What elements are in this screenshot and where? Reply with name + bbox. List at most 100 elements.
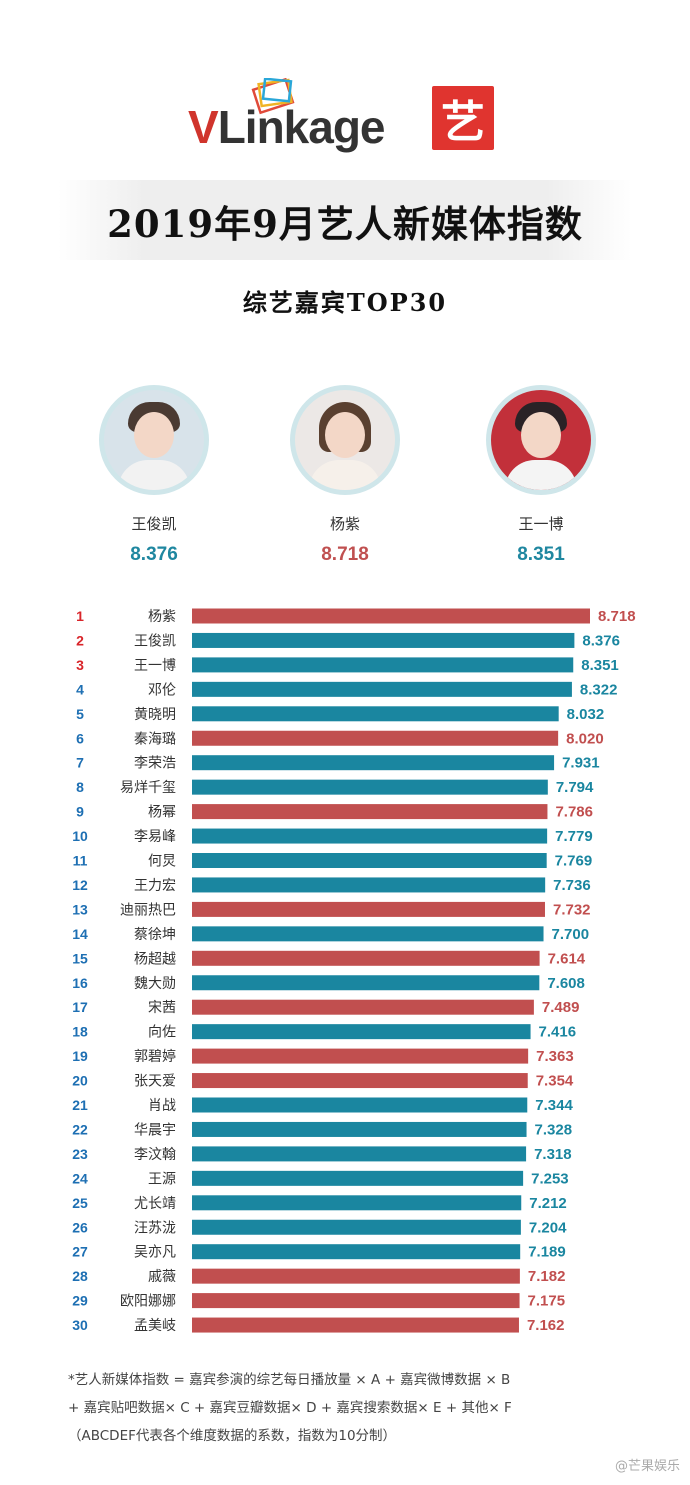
value-label: 8.020 [566, 730, 604, 747]
category-label: 张天爱 [134, 1074, 176, 1090]
value-label: 7.189 [528, 1244, 566, 1261]
podium-score: 8.718 [321, 544, 369, 565]
yi-logo-icon: 艺 [432, 86, 494, 150]
bar [192, 853, 547, 868]
rank-label: 7 [76, 755, 84, 771]
category-label: 黄晓明 [134, 706, 176, 723]
bar [192, 999, 534, 1015]
rank-label: 8 [76, 779, 84, 795]
rank-label: 18 [72, 1024, 88, 1040]
footnote-line: （ABCDEF代表各个维度数据的系数，指数为10分制） [68, 1428, 397, 1444]
value-label: 7.489 [542, 999, 580, 1016]
title-band [58, 180, 632, 260]
bar [192, 1317, 519, 1333]
podium-score: 8.351 [517, 544, 565, 565]
rank-label: 5 [76, 706, 84, 722]
footnote-line: + 嘉宾贴吧数据× C + 嘉宾豆瓣数据× D + 嘉宾搜索数据× E + 其他… [68, 1400, 512, 1416]
rank-label: 28 [72, 1268, 88, 1284]
rank-label: 24 [72, 1170, 88, 1186]
rank-label: 4 [76, 681, 84, 697]
footnote: *艺人新媒体指数 = 嘉宾参演的综艺每日播放量 × A + 嘉宾微博数据 × B… [68, 1366, 628, 1450]
category-label: 迪丽热巴 [120, 902, 176, 918]
footnote-line: *艺人新媒体指数 = 嘉宾参演的综艺每日播放量 × A + 嘉宾微博数据 × B [68, 1372, 511, 1388]
category-label: 尤长靖 [134, 1196, 176, 1212]
value-label: 7.363 [536, 1048, 574, 1065]
bar [192, 1097, 528, 1113]
category-label: 汪苏泷 [134, 1220, 176, 1236]
category-label: 王力宏 [134, 878, 176, 894]
bar [192, 1048, 529, 1064]
value-label: 7.786 [555, 804, 593, 821]
bar [192, 1293, 520, 1309]
value-label: 7.416 [539, 1024, 577, 1041]
brand-logo-row: VLinkage 艺 [0, 78, 690, 168]
value-label: 8.718 [598, 608, 636, 625]
vlinkage-wordmark: VLinkage [188, 101, 386, 153]
rank-label: 6 [76, 730, 84, 746]
bar [192, 901, 545, 917]
podium-score: 8.376 [130, 544, 178, 565]
rank-label: 3 [76, 657, 84, 673]
category-label: 肖战 [148, 1098, 176, 1114]
watermark: @芒果娱乐 [614, 1459, 680, 1474]
category-label: 杨幂 [148, 805, 176, 821]
value-label: 7.344 [535, 1097, 573, 1114]
bar [192, 975, 540, 991]
bar [192, 1073, 528, 1089]
bar [192, 950, 540, 966]
value-label: 7.212 [529, 1195, 567, 1212]
rank-label: 16 [72, 975, 88, 991]
category-label: 杨超越 [134, 951, 176, 967]
rank-label: 1 [76, 608, 84, 624]
bar [192, 657, 574, 673]
podium-second: 王俊凯 8.376 [94, 385, 214, 566]
rank-label: 19 [72, 1048, 88, 1064]
rank-label: 17 [72, 999, 88, 1015]
value-label: 8.376 [582, 632, 620, 649]
podium-name: 王俊凯 [131, 515, 177, 533]
category-label: 宋茜 [148, 1000, 176, 1016]
bar [192, 706, 559, 722]
value-label: 7.732 [553, 901, 591, 918]
bar [192, 804, 548, 820]
avatar [486, 385, 596, 495]
value-label: 7.182 [528, 1268, 566, 1285]
bar [192, 828, 548, 844]
category-label: 戚薇 [148, 1269, 176, 1285]
rank-label: 13 [72, 901, 88, 917]
avatar [99, 385, 209, 495]
podium-name: 杨紫 [329, 515, 360, 533]
category-label: 向佐 [148, 1025, 176, 1041]
value-label: 7.162 [527, 1317, 565, 1334]
category-label: 王一博 [134, 657, 176, 674]
bar [192, 1170, 524, 1186]
page-subtitle: 综艺嘉宾TOP30 [242, 288, 448, 317]
ranking-chart: 1 杨紫 8.718 2 王俊凯 8.376 3 王一博 8.351 4 邓伦 8.322 5 黄晓明 8.… [0, 600, 690, 1340]
category-label: 邓伦 [148, 682, 176, 698]
rank-label: 11 [73, 853, 88, 869]
rank-label: 26 [72, 1219, 88, 1235]
category-label: 易烊千玺 [120, 780, 176, 796]
bar [192, 632, 575, 648]
value-label: 7.614 [548, 950, 586, 967]
bar [192, 608, 590, 624]
category-label: 杨紫 [148, 609, 176, 625]
value-label: 8.351 [581, 657, 619, 674]
bar [192, 1121, 527, 1137]
category-label: 郭碧婷 [134, 1048, 176, 1065]
rank-label: 20 [72, 1073, 88, 1089]
rank-label: 21 [72, 1097, 88, 1113]
value-label: 7.354 [536, 1073, 574, 1090]
rank-label: 2 [76, 632, 84, 648]
category-label: 何炅 [148, 854, 176, 870]
rank-label: 27 [72, 1244, 88, 1260]
value-label: 8.322 [580, 681, 618, 698]
value-label: 7.794 [556, 779, 594, 796]
bar [192, 730, 559, 746]
bar [192, 779, 548, 795]
value-label: 7.253 [531, 1170, 569, 1187]
rank-label: 22 [72, 1121, 88, 1137]
category-label: 王源 [148, 1171, 176, 1187]
category-label: 华晨宇 [134, 1122, 176, 1138]
podium: 王俊凯 8.376 杨紫 8.718 王一博 8.351 [0, 385, 690, 575]
